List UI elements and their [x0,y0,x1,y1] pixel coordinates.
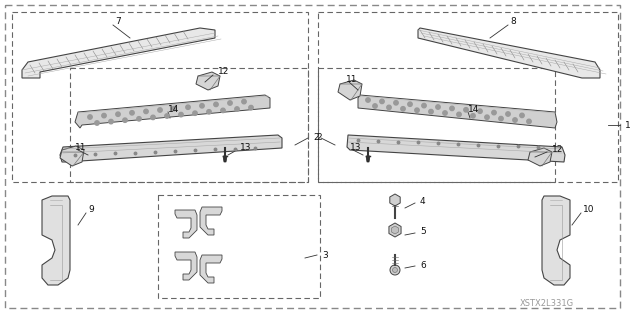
Circle shape [165,114,169,118]
Circle shape [221,108,225,113]
Circle shape [172,107,176,111]
Text: 2: 2 [316,133,322,143]
Circle shape [527,119,531,123]
Circle shape [193,111,197,115]
Text: 10: 10 [583,205,595,214]
Polygon shape [42,196,70,285]
Circle shape [464,108,468,112]
Circle shape [443,111,447,115]
Polygon shape [196,72,220,90]
Bar [12,12,308,182]
Circle shape [88,115,92,119]
Text: 2: 2 [313,133,319,143]
Circle shape [366,98,370,102]
Polygon shape [175,252,197,280]
Text: XSTX2L331G: XSTX2L331G [520,299,574,308]
Polygon shape [542,196,570,285]
Circle shape [158,108,162,112]
Polygon shape [358,95,557,128]
Circle shape [200,104,204,108]
Circle shape [380,99,384,104]
Text: 9: 9 [88,205,93,214]
Circle shape [372,104,377,108]
Circle shape [109,119,113,124]
Circle shape [499,116,503,121]
Text: 8: 8 [510,18,516,26]
Circle shape [151,115,155,120]
Polygon shape [390,194,400,206]
Circle shape [242,100,246,104]
Polygon shape [200,255,222,283]
Circle shape [179,112,183,117]
Circle shape [387,105,391,110]
Circle shape [450,106,454,111]
Polygon shape [60,135,282,162]
Circle shape [506,112,510,116]
Text: 14: 14 [168,106,179,115]
Circle shape [401,107,405,111]
Text: 5: 5 [420,227,426,236]
Text: 11: 11 [75,144,86,152]
Text: 13: 13 [240,144,252,152]
Circle shape [228,101,232,105]
Circle shape [478,109,482,113]
Bar [318,68,555,182]
Polygon shape [22,28,215,78]
Polygon shape [200,207,222,235]
Text: 13: 13 [350,144,362,152]
Bar [318,12,618,182]
Polygon shape [347,135,565,162]
Polygon shape [75,95,270,128]
Polygon shape [418,28,600,78]
Circle shape [144,109,148,114]
Circle shape [235,107,239,111]
Polygon shape [392,226,399,234]
Circle shape [130,111,134,115]
Circle shape [429,109,433,114]
Text: 1: 1 [625,121,631,130]
Text: 14: 14 [468,106,479,115]
Circle shape [408,102,412,107]
Circle shape [102,113,106,118]
Polygon shape [338,80,362,100]
Circle shape [520,113,524,118]
Circle shape [422,103,426,108]
Circle shape [415,108,419,112]
Circle shape [116,112,120,116]
Polygon shape [60,146,84,166]
Circle shape [95,121,99,125]
Circle shape [214,102,218,107]
Text: 12: 12 [552,145,563,154]
Polygon shape [389,223,401,237]
Text: 11: 11 [346,76,358,85]
Circle shape [485,115,489,119]
Bar [158,195,320,298]
Circle shape [492,110,496,115]
Circle shape [457,112,461,117]
Circle shape [207,110,211,114]
Text: 12: 12 [218,68,229,77]
Circle shape [137,117,141,121]
Polygon shape [223,156,227,162]
Circle shape [390,265,400,275]
Circle shape [392,268,397,272]
Polygon shape [528,148,552,166]
Bar [70,68,308,182]
Text: 3: 3 [322,250,328,259]
Circle shape [186,105,190,109]
Text: 4: 4 [420,197,426,206]
Circle shape [249,105,253,110]
Circle shape [471,114,475,118]
Circle shape [513,118,517,122]
Circle shape [123,118,127,122]
Polygon shape [175,210,197,238]
Polygon shape [366,156,370,162]
Circle shape [436,105,440,109]
Circle shape [394,100,398,105]
Text: 6: 6 [420,261,426,270]
Text: 7: 7 [115,18,121,26]
